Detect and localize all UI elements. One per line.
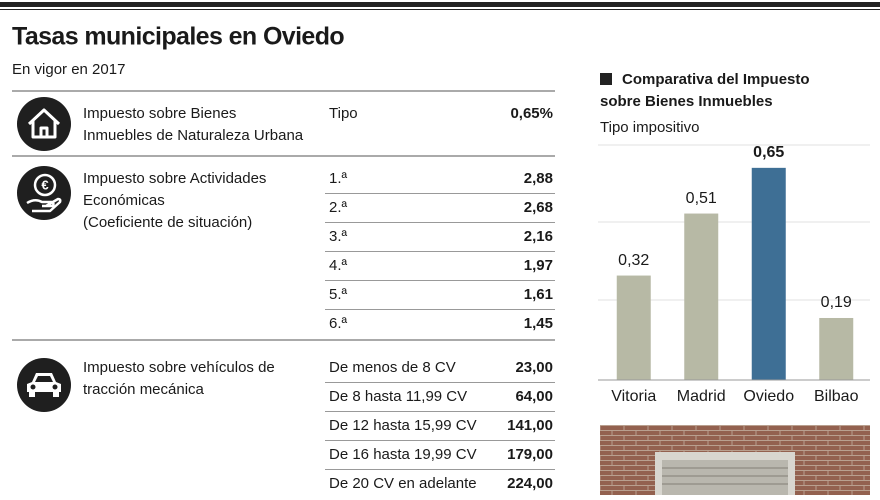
title: Tasas municipales en Oviedo (12, 23, 344, 51)
row-label: De menos de 8 CV (329, 359, 456, 376)
bar (616, 275, 651, 380)
row-value: 64,00 (515, 388, 553, 405)
row-value: 0,65% (510, 105, 553, 122)
row-label: Tipo (329, 105, 358, 122)
bar (684, 213, 719, 380)
top-rule (0, 2, 880, 7)
tax-name: tracción mecánica (83, 381, 205, 398)
row-value: 141,00 (507, 417, 553, 434)
row-label: 2.ª (329, 199, 348, 216)
chart-bullet (600, 73, 612, 85)
category-label: Bilbao (814, 388, 859, 405)
row-label: 1.ª (329, 170, 348, 187)
house-icon (17, 97, 71, 151)
row-label: 3.ª (329, 228, 348, 245)
row-label: 4.ª (329, 257, 348, 274)
top-rule-thin (0, 9, 880, 10)
chart-title: sobre Bienes Inmuebles (600, 93, 773, 110)
row-label: De 8 hasta 11,99 CV (329, 388, 467, 405)
tax-name: Impuesto sobre Bienes (83, 105, 236, 122)
category-label: Oviedo (743, 388, 794, 405)
row-value: 1,61 (524, 286, 553, 303)
row-value: 1,97 (524, 257, 553, 274)
row-value: 2,88 (524, 170, 553, 187)
value-label: 0,51 (686, 190, 717, 207)
row-label: 6.ª (329, 315, 348, 332)
value-label: 0,32 (618, 252, 649, 269)
row-value: 2,68 (524, 199, 553, 216)
row-value: 224,00 (507, 475, 553, 492)
row-value: 23,00 (515, 359, 553, 376)
chart-subtitle: Tipo impositivo (600, 119, 699, 136)
row-value: 2,16 (524, 228, 553, 245)
row-label: De 16 hasta 19,99 CV (329, 446, 477, 463)
tax-name: (Coeficiente de situación) (83, 214, 252, 231)
row-label: 5.ª (329, 286, 348, 303)
row-value: 1,45 (524, 315, 553, 332)
tax-name: Económicas (83, 192, 165, 209)
category-label: Vitoria (611, 388, 656, 405)
subtitle: En vigor en 2017 (12, 61, 125, 78)
tax-name: Impuesto sobre vehículos de (83, 359, 275, 376)
svg-text:€: € (41, 177, 48, 192)
tax-name: Impuesto sobre Actividades (83, 170, 266, 187)
chart-title: Comparativa del Impuesto (622, 71, 810, 88)
bar (751, 167, 786, 380)
photo (600, 425, 870, 495)
value-label: 0,19 (821, 294, 852, 311)
bar (819, 317, 854, 380)
car-icon (17, 358, 71, 412)
category-label: Madrid (677, 388, 726, 405)
row-label: De 20 CV en adelante (329, 475, 477, 492)
euro-hand-icon: € (17, 166, 71, 220)
tax-name: Inmuebles de Naturaleza Urbana (83, 127, 304, 144)
row-label: De 12 hasta 15,99 CV (329, 417, 477, 434)
row-value: 179,00 (507, 446, 553, 463)
value-label: 0,65 (753, 144, 784, 161)
